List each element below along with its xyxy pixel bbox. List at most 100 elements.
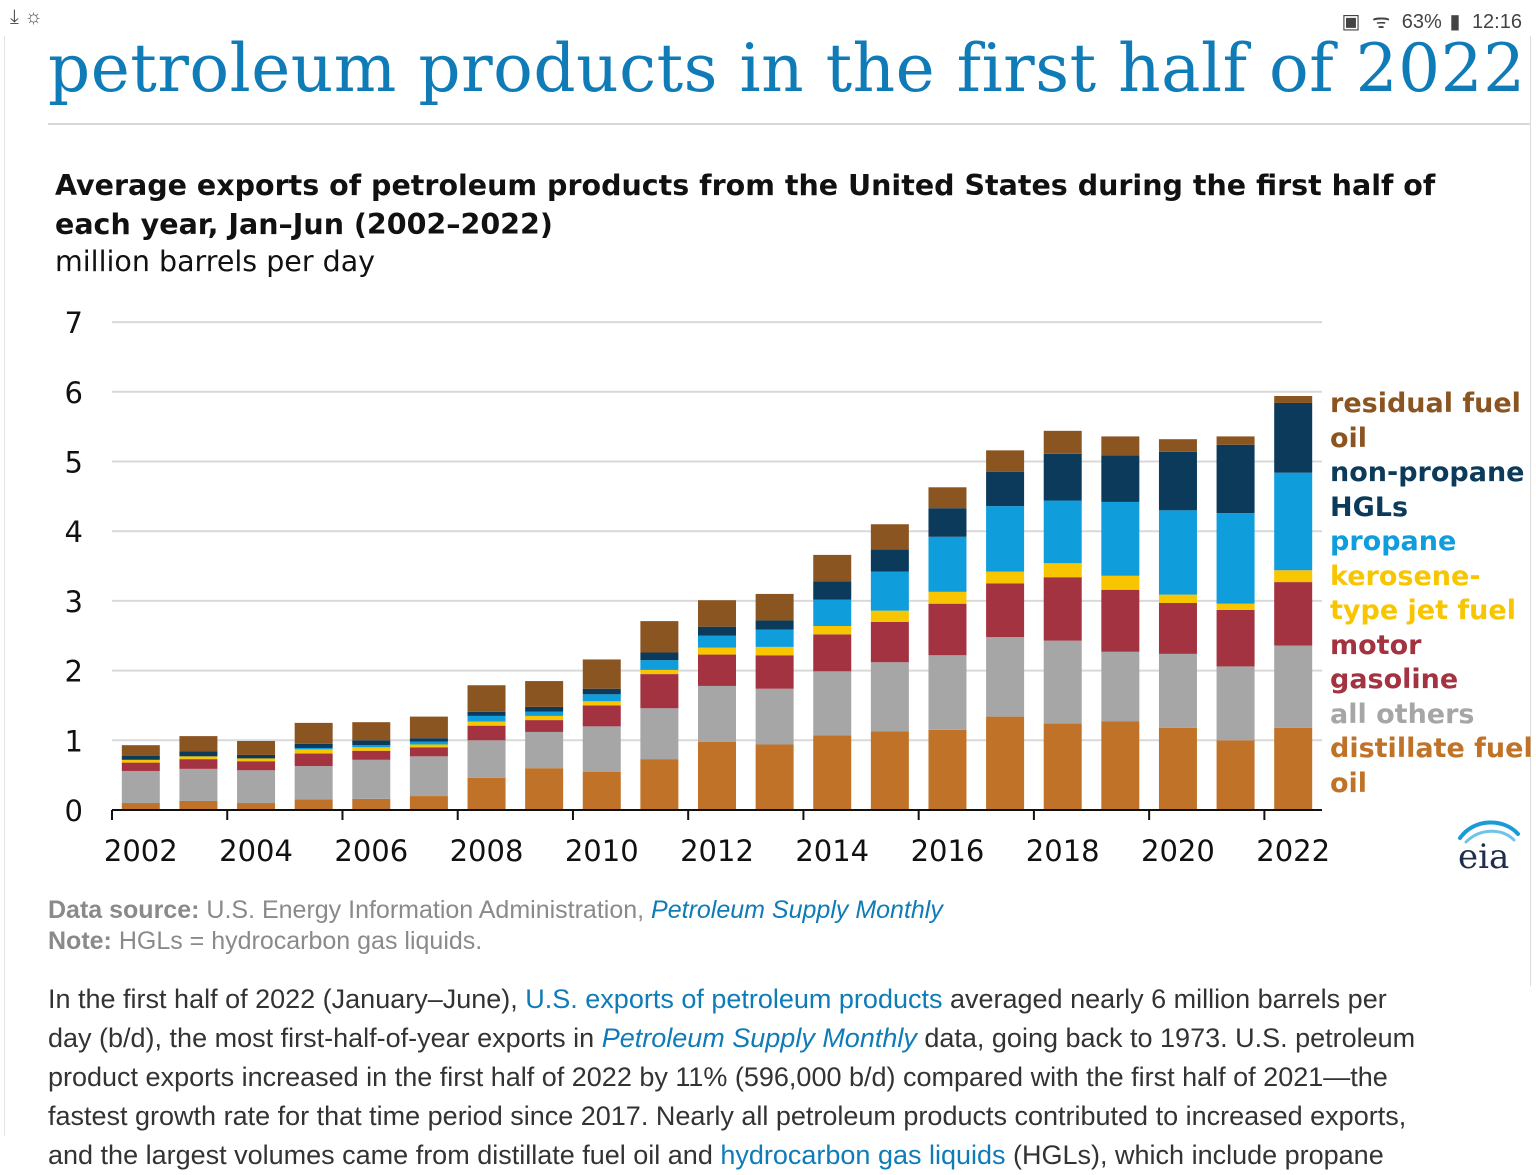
bar-stack [1216, 436, 1255, 810]
bar-segment [409, 796, 448, 810]
bar-segment [467, 721, 506, 726]
bar-segment [1101, 721, 1140, 810]
legend-item: propane [1330, 526, 1457, 557]
bar-segment [698, 654, 736, 686]
note-label: Note: [48, 927, 112, 955]
bar-segment [294, 749, 333, 754]
bar-segment [1274, 472, 1313, 571]
bar-stack [928, 487, 967, 810]
bar-segment [582, 726, 621, 772]
bar-segment [1216, 609, 1255, 667]
bar-segment [467, 777, 506, 810]
bar-segment [755, 655, 794, 689]
weather-icon: ☼ [24, 6, 43, 28]
bar-segment [640, 708, 679, 760]
bar-segment [928, 487, 967, 509]
bar-segment [352, 750, 391, 760]
bar-segment [525, 720, 564, 732]
bar-segment [986, 571, 1025, 584]
bar-segment [467, 740, 506, 778]
y-tick-label: 1 [65, 724, 83, 758]
bar-segment [813, 554, 852, 582]
bar-segment [525, 768, 564, 810]
bar-stack [755, 593, 794, 810]
bar-segment [1101, 455, 1140, 502]
note-line: Note: HGLs = hydrocarbon gas liquids. [48, 926, 943, 957]
exports-link[interactable]: U.S. exports of petroleum products [525, 984, 943, 1014]
y-tick-label: 6 [65, 376, 83, 410]
legend-item: all others [1330, 698, 1475, 730]
bar-segment [870, 571, 909, 611]
bar-segment [1158, 727, 1197, 810]
bar-segment [1101, 575, 1140, 590]
bar-segment [813, 671, 852, 736]
bar-segment [1274, 402, 1313, 473]
bar-segment [467, 715, 506, 722]
page-headline: petroleum products in the first half of … [48, 30, 1526, 107]
bar-segment [352, 722, 391, 741]
bar-segment [1274, 727, 1313, 810]
bar-stack [352, 722, 391, 810]
bar-segment [237, 770, 276, 804]
bar-segment [755, 646, 794, 656]
bar-stack [409, 716, 448, 810]
bar-segment [121, 759, 160, 763]
bar-stack [870, 524, 909, 810]
bar-segment [813, 581, 852, 600]
y-tick-label: 4 [65, 515, 83, 549]
bar-segment [1158, 653, 1197, 728]
chart-units: million barrels per day [55, 245, 376, 278]
article-paragraph: In the first half of 2022 (January–June)… [48, 980, 1536, 1175]
x-tick-label: 2006 [334, 834, 408, 868]
bar-segment [1216, 666, 1255, 741]
bar-segment [1043, 723, 1082, 810]
bar-segment [467, 725, 506, 741]
data-source-line: Data source: U.S. Energy Information Adm… [48, 895, 943, 926]
chart-source: Data source: U.S. Energy Information Adm… [48, 895, 943, 957]
bar-segment [928, 655, 967, 730]
bar-segment [1101, 589, 1140, 652]
petroleum-supply-monthly-link[interactable]: Petroleum Supply Monthly [651, 896, 943, 924]
stacked-bar-chart: 0 1 2 3 4 5 6 7 2002 2004 2006 2008 2010 2012 2014 201… [65, 306, 1330, 868]
download-icon: ⤓ [10, 6, 19, 28]
bar-segment [352, 759, 391, 799]
bar-segment [1158, 594, 1197, 603]
bar-segment [1274, 645, 1313, 728]
bar-segment [755, 744, 794, 810]
bar-segment [813, 625, 852, 635]
psm-link[interactable]: Petroleum Supply Monthly [601, 1023, 917, 1053]
bar-segment [1101, 651, 1140, 722]
bar-stack [1158, 439, 1197, 810]
y-axis-tick-labels: 0 1 2 3 4 5 6 7 [65, 306, 83, 828]
bar-segment [294, 747, 333, 750]
page-edge-left [4, 36, 5, 1136]
bar-segment [1158, 439, 1197, 452]
screenshot-icon: ▣ [1341, 11, 1361, 33]
bar-segment [1043, 563, 1082, 578]
bar-segment [698, 626, 736, 636]
bar-segment [640, 652, 679, 661]
status-right: ▣ ᯤ 63% ▮ 12:16 [1335, 7, 1522, 34]
bar-segment [179, 736, 218, 752]
bar-segment [698, 647, 736, 655]
eia-logo: eia [1458, 820, 1520, 874]
x-tick-label: 2016 [911, 834, 985, 868]
x-tick-label: 2018 [1026, 834, 1100, 868]
battery-percent: 63% [1401, 11, 1442, 33]
x-tick-label: 2022 [1256, 834, 1330, 868]
bar-segment [294, 722, 333, 744]
bar-segment [1101, 501, 1140, 576]
bar-segment [928, 591, 967, 604]
bar-segment [294, 753, 333, 767]
bar-stack [525, 681, 564, 810]
paragraph-line: day (b/d), the most first-half-of-year e… [48, 1023, 1416, 1053]
bar-segment [352, 740, 391, 746]
hgl-link[interactable]: hydrocarbon gas liquids [720, 1140, 1006, 1170]
bar-segment [525, 706, 564, 712]
y-tick-label: 2 [65, 655, 83, 689]
bar-segment [928, 508, 967, 537]
bar-segment [928, 603, 967, 656]
bar-segment [870, 610, 909, 622]
bar-segment [813, 735, 852, 810]
bar-segment [640, 621, 679, 653]
